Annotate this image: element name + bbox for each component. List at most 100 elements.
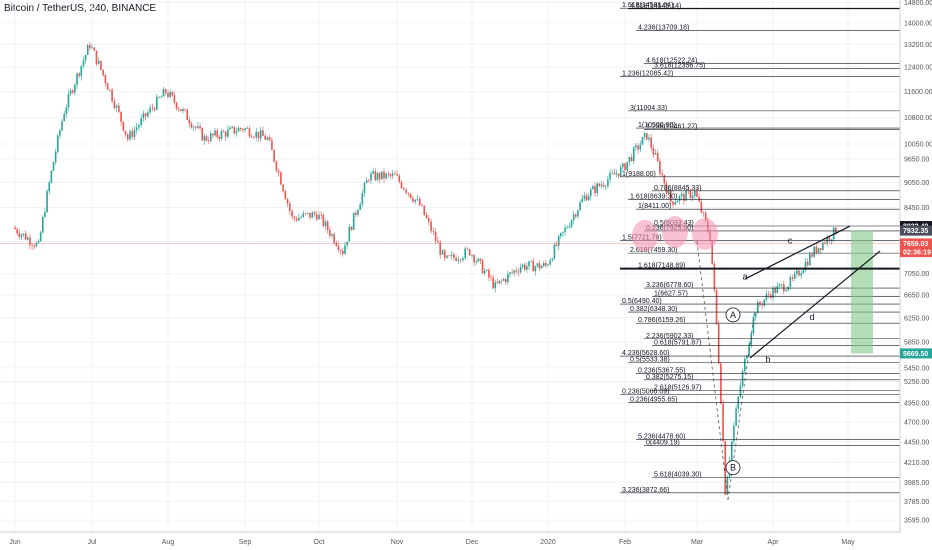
candle-body: [804, 261, 807, 271]
candle-body: [643, 133, 646, 138]
candle-body: [819, 248, 822, 250]
candle-body: [142, 113, 145, 119]
candle-body: [739, 385, 742, 397]
price-tag-bg: [900, 348, 932, 359]
candle-body: [74, 84, 76, 93]
fib-label: 5.236(4478.60): [638, 434, 685, 441]
candle-body: [765, 294, 768, 300]
candle-body: [102, 69, 104, 76]
candle-body: [560, 233, 562, 237]
price-tick-label: 9650.00: [904, 156, 929, 163]
candle-body: [617, 173, 620, 177]
candle-body: [530, 260, 532, 262]
candle-body: [149, 107, 151, 113]
candle-body: [613, 172, 616, 175]
candle-body: [27, 237, 29, 240]
candle-body: [532, 260, 535, 272]
candle-body: [517, 271, 520, 273]
candle-body: [455, 257, 457, 261]
fib-label: 0.618(5791.87): [654, 340, 701, 347]
candle-body: [124, 130, 127, 135]
candle-body: [746, 355, 748, 359]
candle-body: [18, 233, 21, 237]
candle-body: [570, 220, 573, 227]
candle-body: [203, 136, 206, 141]
price-tick-label: 14000.00: [904, 20, 932, 27]
candle-body: [802, 270, 805, 274]
candle-body: [220, 131, 223, 139]
candle-body: [54, 151, 57, 162]
candle-body: [604, 186, 607, 187]
candle-body: [509, 272, 511, 275]
dashed-projection: [696, 241, 729, 500]
time-tick-label: Sep: [239, 539, 252, 546]
candle-body: [754, 313, 757, 318]
candle-body: [575, 214, 577, 217]
candle-body: [359, 204, 361, 210]
candle-body: [536, 263, 539, 267]
candle-body: [428, 218, 430, 222]
candle-body: [639, 144, 642, 150]
candle-body: [259, 130, 262, 139]
candle-body: [280, 172, 282, 185]
candle-body: [186, 109, 189, 121]
candle-body: [126, 134, 129, 140]
candle-body: [663, 175, 666, 184]
candle-body: [400, 181, 403, 188]
fib-label: 3.236(3872.66): [622, 487, 669, 494]
fib-label: 0(4409.19): [646, 439, 680, 446]
candle-body: [504, 279, 507, 283]
candle-body: [318, 214, 320, 220]
candle-body: [151, 107, 154, 109]
candle-body: [553, 244, 556, 259]
candle-body: [466, 248, 469, 250]
candle-body: [376, 173, 379, 180]
candle-body: [29, 237, 31, 245]
candle-body: [76, 73, 78, 85]
price-axis-bg: [900, 0, 932, 550]
fib-label: 0.236(5066.09): [622, 389, 669, 396]
candle-body: [355, 212, 357, 215]
candle-body: [286, 199, 289, 204]
candle-body: [207, 140, 210, 142]
candle-body: [322, 214, 325, 226]
candle-body: [133, 129, 136, 137]
candle-body: [822, 242, 824, 250]
candle-body: [237, 127, 240, 132]
candle-body: [421, 205, 423, 206]
fib-label: 1.236(10461.27): [646, 123, 697, 130]
candle-body: [832, 227, 835, 240]
candle-body: [129, 131, 131, 140]
fib-label: 4.618(12522.24): [646, 58, 697, 65]
chart-title: Bitcoin / TetherUS, 240, BINANCE: [4, 3, 157, 14]
fib-label: 1(10500.00): [638, 122, 676, 129]
candle-body: [730, 441, 733, 461]
candle-body: [339, 250, 342, 251]
fib-label: 0.382(5275.15): [646, 374, 693, 381]
candle-body: [817, 248, 820, 253]
candle-body: [275, 161, 278, 171]
candle-body: [646, 133, 648, 140]
candle-body: [342, 250, 344, 254]
fib-label: 3.236(6778.60): [646, 282, 693, 289]
candle-body: [250, 136, 253, 138]
candle-body: [800, 273, 802, 276]
candle-body: [551, 258, 554, 261]
candle-body: [67, 93, 70, 108]
wave-label: d: [809, 312, 814, 322]
candle-body: [337, 246, 340, 251]
candle-body: [235, 131, 238, 134]
candle-body: [780, 284, 783, 285]
candle-body: [589, 189, 592, 197]
candle-body: [579, 202, 581, 211]
candle-body: [391, 173, 394, 176]
price-tick-label: 9050.00: [904, 180, 929, 187]
candle-body: [407, 192, 410, 194]
price-tick-label: 4950.00: [904, 401, 929, 408]
candle-body: [264, 135, 266, 140]
wave-label: a: [742, 271, 747, 281]
candle-body: [169, 92, 171, 97]
candle-body: [31, 244, 33, 246]
candle-body: [188, 120, 191, 124]
